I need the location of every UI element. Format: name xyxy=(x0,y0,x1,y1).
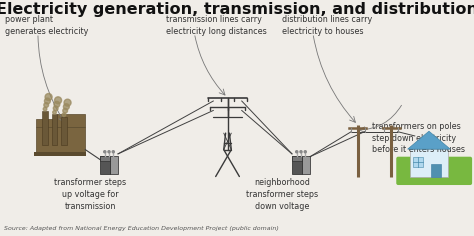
Bar xyxy=(431,164,441,177)
Circle shape xyxy=(304,151,306,153)
Circle shape xyxy=(64,99,71,106)
Text: transformers on poles
step down electricity
before it enters houses: transformers on poles step down electric… xyxy=(372,122,465,154)
Polygon shape xyxy=(408,131,450,149)
Circle shape xyxy=(296,151,298,153)
Bar xyxy=(62,117,67,145)
Circle shape xyxy=(300,151,302,153)
Text: neighborhood
transformer steps
down voltage: neighborhood transformer steps down volt… xyxy=(246,178,318,211)
Bar xyxy=(110,156,118,174)
Circle shape xyxy=(108,151,110,153)
Bar xyxy=(413,157,423,167)
Text: transformer steps
up voltage for
transmission: transformer steps up voltage for transmi… xyxy=(54,178,126,211)
Text: Electricity generation, transmission, and distribution: Electricity generation, transmission, an… xyxy=(0,2,474,17)
Bar xyxy=(34,152,86,156)
Bar xyxy=(36,127,85,153)
Text: power plant
generates electricity: power plant generates electricity xyxy=(5,15,88,36)
Bar xyxy=(292,156,302,161)
Circle shape xyxy=(63,108,68,113)
Circle shape xyxy=(43,107,47,111)
Bar xyxy=(57,114,85,127)
Circle shape xyxy=(104,151,106,153)
Circle shape xyxy=(62,113,66,117)
Circle shape xyxy=(112,151,114,153)
Circle shape xyxy=(44,103,49,107)
Bar xyxy=(52,114,57,145)
Circle shape xyxy=(54,101,60,107)
Bar xyxy=(292,156,302,174)
Text: distribution lines carry
electricity to houses: distribution lines carry electricity to … xyxy=(282,15,372,36)
Bar xyxy=(100,156,110,174)
Circle shape xyxy=(53,110,56,114)
Circle shape xyxy=(54,106,58,111)
Bar xyxy=(302,156,310,174)
Circle shape xyxy=(55,97,62,104)
Bar xyxy=(410,149,448,177)
Circle shape xyxy=(45,93,52,101)
Bar xyxy=(100,156,110,161)
Text: Source: Adapted from National Energy Education Development Project (public domai: Source: Adapted from National Energy Edu… xyxy=(4,226,279,231)
Bar xyxy=(43,111,48,145)
Circle shape xyxy=(45,98,50,104)
FancyBboxPatch shape xyxy=(396,157,472,185)
Bar xyxy=(36,119,55,127)
Circle shape xyxy=(64,104,69,110)
Text: transmission lines carry
electricity long distances: transmission lines carry electricity lon… xyxy=(166,15,267,36)
